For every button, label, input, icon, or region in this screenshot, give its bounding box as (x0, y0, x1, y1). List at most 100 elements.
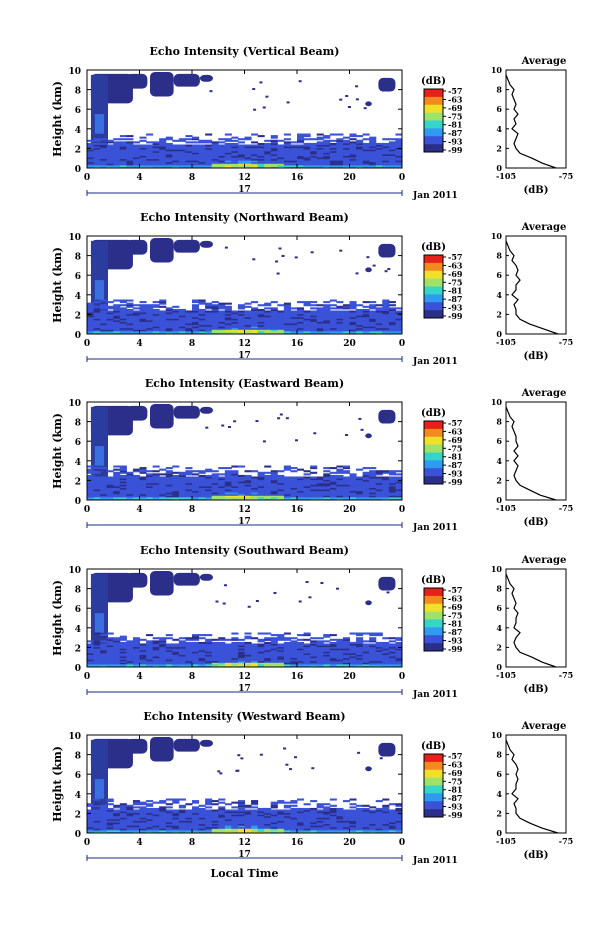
heatmap-cell (303, 478, 311, 481)
heatmap-cell (297, 153, 305, 156)
heatmap-cell (362, 489, 370, 492)
heatmap-cell (290, 640, 298, 643)
heatmap-cell (290, 149, 298, 152)
heatmap-cell (362, 656, 370, 659)
column-core (94, 280, 105, 300)
heatmap-cell (395, 160, 403, 163)
heatmap-cell (211, 158, 219, 161)
heatmap-cell (132, 660, 140, 663)
heatmap-cell (113, 313, 121, 316)
heatmap-cell (113, 324, 121, 327)
heatmap-cell (270, 330, 278, 333)
heatmap-cell (165, 321, 173, 324)
heatmap-cell (224, 809, 232, 812)
heatmap-cell (277, 809, 285, 812)
heatmap-cell (119, 498, 127, 501)
heatmap-cell (323, 321, 331, 324)
heatmap-cell (369, 662, 377, 665)
heatmap-cell (218, 638, 226, 641)
heatmap-cell (237, 652, 245, 655)
heatmap-cell (152, 315, 160, 318)
heatmap-cell (382, 147, 390, 150)
heatmap-cell (310, 467, 318, 470)
heatmap-cell (303, 489, 311, 492)
heatmap-cell (244, 323, 252, 326)
heatmap-cell (126, 660, 134, 663)
heatmap-cell (316, 823, 324, 826)
heatmap-cell (323, 649, 331, 652)
heatmap-cell (218, 332, 226, 335)
heatmap-cell (139, 146, 147, 149)
heatmap-cell (93, 814, 101, 817)
heatmap-cell (342, 142, 350, 145)
heatmap-cell (224, 329, 232, 332)
heatmap-cell (369, 806, 377, 809)
heatmap-cell (139, 651, 147, 654)
heatmap-cell (310, 152, 318, 155)
heatmap-cell (172, 659, 180, 662)
heatmap-cell (159, 651, 167, 654)
heatmap-cell (369, 164, 377, 167)
heatmap-cell (113, 163, 121, 166)
heatmap-cell (362, 301, 370, 304)
heatmap-cell (270, 155, 278, 158)
heatmap-cell (303, 820, 311, 823)
heatmap-cell (159, 825, 167, 828)
heatmap-cell (132, 800, 140, 803)
heatmap-cell (329, 490, 337, 493)
heatmap-cell (106, 823, 114, 826)
heatmap-cell (132, 155, 140, 158)
heatmap-cell (342, 479, 350, 482)
heatmap-cell (198, 654, 206, 657)
heatmap-cell (218, 815, 226, 818)
heatmap-cell (231, 641, 239, 644)
heatmap-cell (106, 831, 114, 834)
heatmap-cell (87, 831, 95, 834)
heatmap-cell (237, 150, 245, 153)
heatmap-cell (178, 649, 186, 652)
heatmap-cell (316, 147, 324, 150)
heatmap-cell (369, 471, 377, 474)
heatmap-cell (185, 656, 193, 659)
heatmap-cell (211, 142, 219, 145)
profile-xlabel: (dB) (524, 185, 549, 196)
heatmap-cell (119, 803, 127, 806)
heatmap-cell (231, 142, 239, 145)
heatmap-cell (106, 665, 114, 668)
heatmap-cell (231, 163, 239, 166)
heatmap-cell (277, 158, 285, 161)
heatmap-cell (251, 470, 259, 473)
heatmap-cell (146, 305, 154, 308)
heatmap-cell (119, 820, 127, 823)
heatmap-cell (159, 144, 167, 147)
date-label: Jan 2011 (412, 690, 458, 700)
heatmap-cell (264, 164, 272, 167)
heatmap-cell (369, 652, 377, 655)
heatmap-cell (93, 164, 101, 167)
heatmap-cell (172, 323, 180, 326)
heatmap-cell (356, 652, 364, 655)
heatmap-cell (303, 651, 311, 654)
heatmap-cell (126, 147, 134, 150)
heatmap-cell (185, 330, 193, 333)
heatmap-cell (244, 657, 252, 660)
heatmap-cell (244, 476, 252, 479)
heatmap-cell (270, 471, 278, 474)
heatmap-cell (251, 492, 259, 495)
heatmap-cell (283, 665, 291, 668)
heatmap-cell (87, 157, 95, 160)
heatmap-cell (132, 654, 140, 657)
heatmap-cell (336, 307, 344, 310)
heatmap-cell (205, 158, 213, 161)
heatmap-cell (146, 651, 154, 654)
heatmap-cell (165, 160, 173, 163)
heatmap-cell (119, 831, 127, 834)
heatmap-cell (185, 166, 193, 169)
heatmap-cell (283, 138, 291, 141)
heatmap-cell (113, 332, 121, 335)
heatmap-cell (349, 803, 357, 806)
cloud-blob (199, 240, 213, 248)
heatmap-cell (356, 308, 364, 311)
heatmap-cell (159, 153, 167, 156)
heatmap-cell (336, 324, 344, 327)
